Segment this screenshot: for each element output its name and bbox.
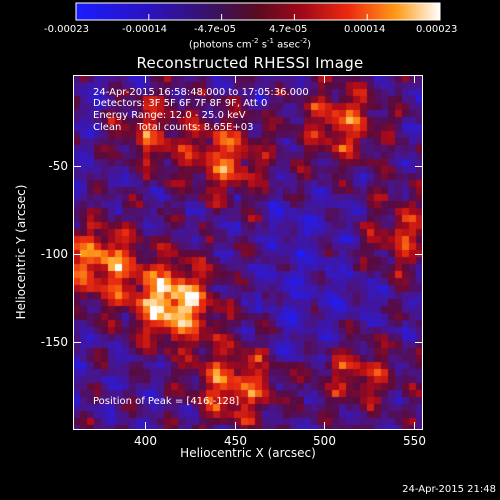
colorbar-tick: -0.00014 [122,24,167,35]
annotation-algorithm: Clean Total counts: 8.65E+03 [93,122,254,133]
colorbar [75,2,441,21]
unit-part: (photons cm [188,39,252,51]
colorbar-gradient [75,2,441,21]
unit-part: asec [274,39,301,51]
plot-title: Reconstructed RHESSI Image [136,54,364,72]
annotation-detectors: Detectors: 3F 5F 6F 7F 8F 9F, Att 0 [93,98,268,109]
unit-exponent: -2 [251,37,259,45]
unit-exponent: -1 [267,37,274,45]
x-tick-label: 400 [134,434,157,448]
y-axis-label: Heliocentric Y (arcsec) [14,184,28,320]
x-axis-label: Heliocentric X (arcsec) [180,446,316,460]
footer-timestamp: 24-Apr-2015 21:48 [402,484,496,495]
unit-part: ) [307,39,312,51]
colorbar-unit-label: (photons cm-2 s-1 asec-2) [0,37,500,50]
colorbar-tick: 0.00014 [344,24,386,35]
x-tick-label: 450 [224,434,247,448]
unit-part: s [258,39,268,51]
y-tick-label: -50 [48,158,68,173]
colorbar-tick: 0.00023 [416,24,458,35]
annotation-peak-position: Position of Peak = [416,-128] [93,396,240,407]
annotation-energy-range: Energy Range: 12.0 - 25.0 keV [93,110,246,121]
y-tick-label: -100 [40,246,68,261]
annotation-time-range: 24-Apr-2015 16:58:48.000 to 17:05:36.000 [93,87,309,98]
y-tick-label: -150 [40,334,68,349]
colorbar-tick: -0.00023 [44,24,89,35]
colorbar-tick: 4.7e-05 [269,24,308,35]
x-tick-label: 550 [403,434,426,448]
x-tick-label: 500 [313,434,336,448]
colorbar-tick: -4.7e-05 [194,24,236,35]
unit-exponent: -2 [300,37,308,45]
